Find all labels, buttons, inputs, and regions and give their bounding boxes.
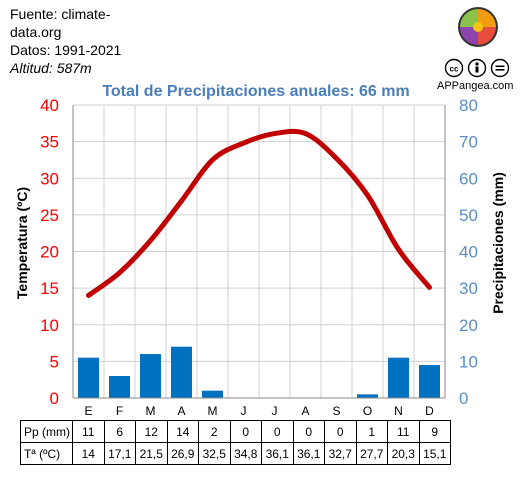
x-tick-label: A — [301, 404, 309, 418]
altitude-label: Altitud: 587m — [10, 60, 92, 76]
table-cell: 20,3 — [387, 442, 420, 465]
row-label: Pp (mm) — [20, 420, 73, 443]
x-tick-label: M — [208, 404, 218, 418]
y-left-tick-label: 0 — [50, 389, 59, 408]
x-tick-label: J — [272, 404, 278, 418]
x-tick-label: S — [332, 404, 340, 418]
data-table: Pp (mm) 11 6 12 14 2 0 0 0 0 1 11 9 Tª (… — [20, 420, 451, 465]
table-cell: 1 — [355, 420, 388, 443]
by-icon — [467, 58, 487, 78]
x-tick-label: M — [146, 404, 156, 418]
temperature-line — [86, 128, 432, 298]
table-cell: 0 — [324, 420, 357, 443]
table-cell: 9 — [418, 420, 451, 443]
table-row: Pp (mm) 11 6 12 14 2 0 0 0 0 1 11 9 — [20, 420, 451, 443]
y-left-tick-label: 35 — [40, 133, 59, 152]
y-right-tick-label: 20 — [459, 316, 478, 335]
svg-text:cc: cc — [450, 65, 459, 74]
x-tick-label: O — [363, 404, 372, 418]
y-left-tick-label: 25 — [40, 206, 59, 225]
y-right-tick-label: 50 — [459, 206, 478, 225]
y-left-tick-label: 10 — [40, 316, 59, 335]
table-cell: 32,5 — [198, 442, 231, 465]
y-left-tick-label: 20 — [40, 243, 59, 262]
table-cell: 0 — [292, 420, 325, 443]
table-row: Tª (ºC) 14 17,1 21,5 26,9 32,5 34,8 36,1… — [20, 442, 451, 465]
license-icons: cc — [444, 58, 510, 78]
y-right-tick-label: 0 — [459, 389, 468, 408]
table-cell: 14 — [166, 420, 199, 443]
precip-bar — [202, 390, 223, 398]
y-right-tick-label: 60 — [459, 169, 478, 188]
y-right-axis-label: Precipitaciones (mm) — [490, 172, 506, 314]
table-cell: 14 — [72, 442, 105, 465]
precip-bar — [78, 357, 99, 398]
table-cell: 0 — [229, 420, 262, 443]
table-cell: 36,1 — [261, 442, 294, 465]
table-cell: 32,7 — [324, 442, 357, 465]
precip-bar — [357, 394, 378, 398]
table-cell: 36,1 — [292, 442, 325, 465]
y-left-tick-label: 5 — [50, 352, 59, 371]
precip-bar — [388, 357, 409, 398]
precip-bar — [109, 376, 130, 398]
precip-bar — [171, 346, 192, 398]
table-cell: 17,1 — [103, 442, 136, 465]
chart-title: Total de Precipitaciones anuales: 66 mm — [102, 83, 409, 100]
y-left-tick-label: 15 — [40, 279, 59, 298]
y-left-axis-label: Temperatura (ºC) — [14, 187, 30, 299]
x-tick-label: F — [116, 404, 123, 418]
y-right-tick-label: 30 — [459, 279, 478, 298]
y-right-tick-label: 40 — [459, 243, 478, 262]
y-right-tick-label: 10 — [459, 352, 478, 371]
puzzle-logo-icon — [458, 7, 498, 47]
table-cell: 0 — [261, 420, 294, 443]
table-cell: 34,8 — [229, 442, 262, 465]
table-cell: 2 — [198, 420, 231, 443]
table-cell: 11 — [72, 420, 105, 443]
table-cell: 27,7 — [355, 442, 388, 465]
y-left-tick-label: 40 — [40, 96, 59, 115]
table-cell: 26,9 — [166, 442, 199, 465]
precip-bar — [419, 365, 440, 398]
row-label: Tª (ºC) — [20, 442, 73, 465]
table-cell: 11 — [387, 420, 420, 443]
y-right-tick-label: 70 — [459, 133, 478, 152]
period-label: Datos: 1991-2021 — [10, 42, 122, 58]
x-tick-label: E — [84, 404, 92, 418]
x-tick-label: J — [241, 404, 247, 418]
x-tick-label: D — [425, 404, 434, 418]
y-left-tick-label: 30 — [40, 169, 59, 188]
table-cell: 6 — [103, 420, 136, 443]
cc-icon: cc — [444, 58, 464, 78]
climate-chart: Total de Precipitaciones anuales: 66 mm … — [14, 83, 506, 418]
brand-label: APPangea.com — [437, 80, 514, 92]
precip-bar — [140, 354, 161, 398]
table-cell: 21,5 — [135, 442, 168, 465]
nd-icon — [490, 58, 510, 78]
x-tick-label: A — [177, 404, 185, 418]
table-cell: 15,1 — [418, 442, 451, 465]
y-right-tick-label: 80 — [459, 96, 478, 115]
source-label: Fuente: climate-data.org — [10, 6, 111, 40]
table-cell: 12 — [135, 420, 168, 443]
x-tick-label: N — [394, 404, 403, 418]
